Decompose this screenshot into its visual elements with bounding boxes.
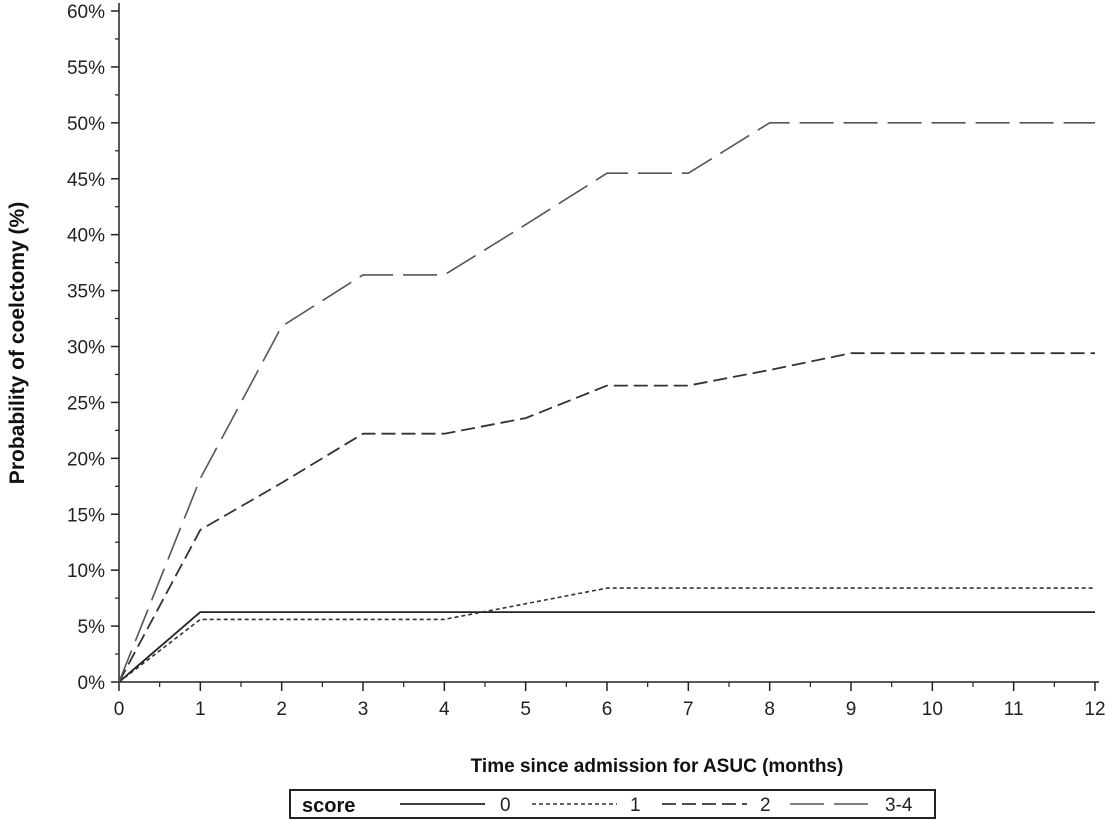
y-tick-label: 5% [78, 617, 106, 638]
legend-title: score [302, 795, 355, 817]
x-tick-label: 6 [602, 699, 613, 720]
x-tick-label: 7 [683, 699, 694, 720]
legend-label-score-3-4: 3-4 [885, 795, 913, 816]
x-tick-label: 10 [922, 699, 943, 720]
y-tick-label: 30% [67, 338, 105, 359]
series-line-score-3-4 [118, 122, 1095, 683]
y-tick-label: 20% [67, 449, 105, 470]
legend-label-score-2: 2 [760, 795, 771, 816]
y-tick-label: 60% [67, 2, 105, 23]
x-tick-label: 3 [358, 699, 369, 720]
y-tick-label: 0% [78, 673, 106, 694]
y-tick-label: 40% [67, 226, 105, 247]
y-axis-title: Probability of coelctomy (%) [6, 202, 29, 484]
series-line-score-1 [118, 587, 1095, 683]
y-tick-label: 45% [67, 170, 105, 191]
y-tick-label: 50% [67, 114, 105, 135]
y-tick-label: 25% [67, 393, 105, 414]
legend: score 0 1 2 3-4 [289, 789, 936, 819]
y-tick-label: 10% [67, 561, 105, 582]
x-tick-label: 2 [276, 699, 287, 720]
x-axis-title: Time since admission for ASUC (months) [471, 756, 844, 777]
x-tick-label: 11 [1004, 699, 1024, 720]
y-tick-label: 15% [67, 505, 105, 526]
x-tick-label: 9 [846, 699, 857, 720]
legend-label-score-1: 1 [630, 795, 641, 816]
legend-label-score-0: 0 [500, 795, 511, 816]
x-tick-label: 1 [195, 699, 206, 720]
series-line-score-2 [118, 352, 1095, 683]
y-tick-label: 35% [67, 282, 105, 303]
x-tick-label: 8 [764, 699, 775, 720]
x-tick-label: 5 [520, 699, 531, 720]
x-tick-label: 12 [1084, 699, 1105, 720]
series-line-score-0 [118, 611, 1095, 683]
y-tick-label: 55% [67, 58, 105, 79]
x-tick-label: 4 [439, 699, 450, 720]
plot-area: 0%5%10%15%20%25%30%35%40%45%50%55%60%0 1 2… [67, 2, 1105, 720]
x-tick-label: 0 [114, 699, 125, 720]
